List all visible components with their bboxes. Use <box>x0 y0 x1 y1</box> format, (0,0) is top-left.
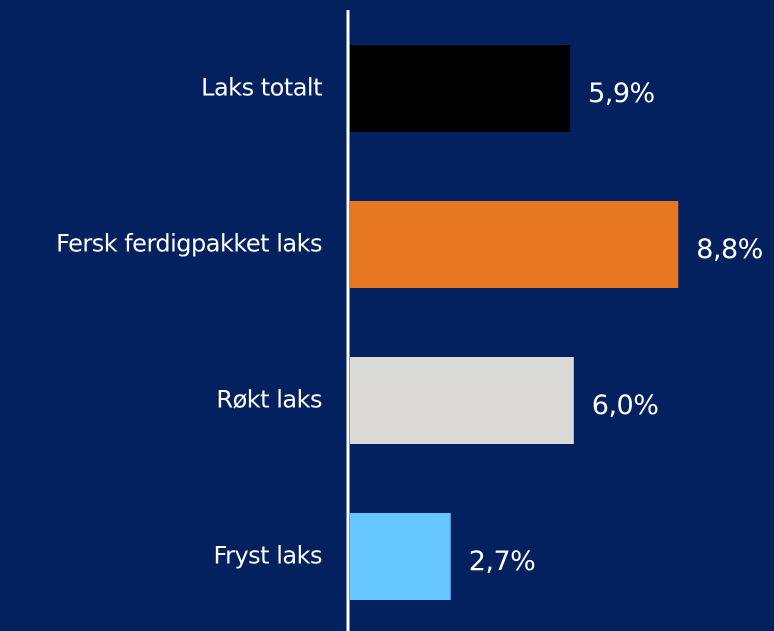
bar <box>350 357 574 444</box>
bar <box>350 45 571 132</box>
value-label: 6,0% <box>592 390 659 421</box>
value-label: 2,7% <box>469 546 536 577</box>
bar <box>350 513 451 600</box>
bar <box>350 201 679 288</box>
category-label: Fryst laks <box>214 542 322 570</box>
category-label: Fersk ferdigpakket laks <box>56 230 322 258</box>
value-label: 8,8% <box>696 234 763 265</box>
category-label: Røkt laks <box>216 386 322 414</box>
category-label: Laks totalt <box>201 74 322 102</box>
value-label: 5,9% <box>588 78 655 109</box>
